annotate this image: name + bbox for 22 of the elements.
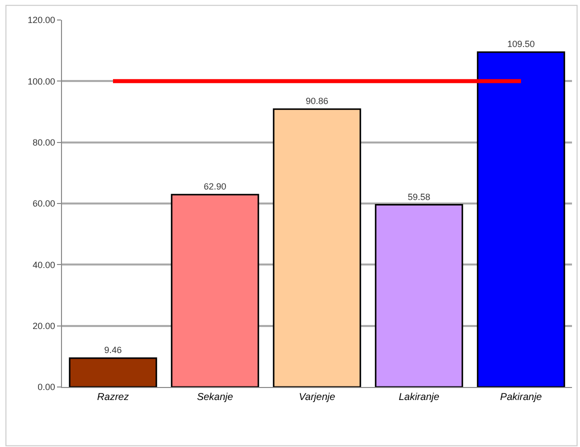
data-label: 9.46 bbox=[104, 345, 122, 356]
bar bbox=[272, 108, 362, 387]
y-tick-label: 60.00 bbox=[32, 198, 56, 209]
bar bbox=[476, 51, 566, 387]
y-tick-label: 20.00 bbox=[32, 320, 56, 331]
data-label: 109.50 bbox=[507, 39, 535, 50]
y-tick-label: 120.00 bbox=[28, 15, 56, 26]
data-label: 59.58 bbox=[408, 192, 430, 202]
y-tick-label: 80.00 bbox=[32, 137, 56, 148]
bar bbox=[68, 357, 158, 387]
x-tick-label: Varjenje bbox=[298, 392, 336, 403]
y-tick-label: 40.00 bbox=[32, 260, 56, 270]
x-tick-label: Pakiranje bbox=[500, 392, 542, 403]
y-tick-label: 100.00 bbox=[28, 76, 56, 86]
data-label: 90.86 bbox=[306, 96, 328, 106]
bar bbox=[170, 194, 260, 387]
bar bbox=[374, 204, 464, 387]
x-tick-label: Razrez bbox=[97, 392, 129, 403]
y-tick-label: 0.00 bbox=[38, 382, 56, 392]
data-label: 62.90 bbox=[204, 182, 226, 192]
x-tick-label: Lakiranje bbox=[398, 392, 440, 403]
x-tick-label: Sekanje bbox=[196, 392, 234, 403]
